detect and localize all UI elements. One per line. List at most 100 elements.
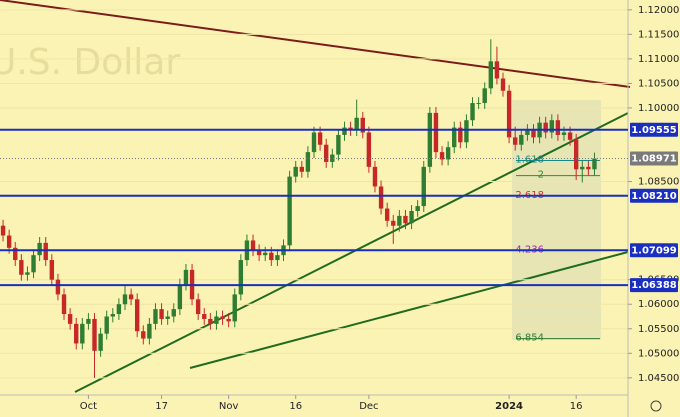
candle-body (561, 132, 567, 135)
y-tick-label: 1.10000 (638, 103, 679, 114)
candle-body (122, 294, 128, 305)
candle-body (470, 103, 475, 121)
candle-body (500, 78, 506, 91)
trend-line (189, 251, 629, 369)
candle-body (86, 318, 91, 324)
candle-body (128, 294, 134, 300)
candle-body (391, 220, 396, 226)
candle-body (531, 130, 536, 138)
candle-body (372, 166, 378, 187)
candle-body (147, 323, 152, 339)
candle-body (256, 250, 262, 256)
candle-body (49, 260, 55, 280)
candle-body (555, 120, 561, 135)
candle-body (293, 166, 298, 177)
x-tick-label: 16 (289, 401, 302, 412)
x-tick-label: Nov (219, 401, 239, 412)
candle-body (409, 210, 414, 224)
x-tick-label: 2024 (495, 401, 523, 412)
candle-body (317, 132, 323, 145)
fib-zone (512, 100, 601, 340)
x-tick-label: 17 (155, 401, 168, 412)
x-tick-label: Oct (80, 401, 97, 412)
candle-body (513, 137, 518, 145)
candle-body (433, 112, 439, 153)
y-tick-label: 1.11000 (638, 54, 679, 65)
candle-body (208, 318, 213, 324)
y-tick-label: 1.12000 (638, 5, 679, 16)
candle-body (6, 235, 12, 248)
candle-body (269, 252, 274, 261)
candle-body (567, 132, 573, 140)
candle-body (98, 333, 103, 351)
candle-body (464, 120, 469, 143)
candle-body (354, 117, 359, 131)
candle-body (43, 242, 48, 261)
candle-body (232, 294, 237, 322)
candle-body (330, 154, 335, 162)
fib-label: 1.618 (515, 154, 544, 165)
candle-body (141, 331, 146, 339)
candle-body (458, 127, 463, 143)
candle-body (110, 314, 115, 317)
candle-body (543, 122, 548, 133)
candle-body (586, 166, 591, 170)
trend-line (74, 112, 629, 393)
candle-body (195, 299, 201, 315)
candle-body (549, 120, 554, 133)
candle-body (488, 61, 494, 89)
last-price-box (630, 151, 678, 166)
candle-body (452, 127, 457, 148)
price-line-label: 1.06388 (631, 280, 677, 291)
candle-body (494, 61, 500, 79)
candle-body (525, 130, 530, 135)
candle-body (0, 225, 6, 236)
candle-body (67, 314, 73, 324)
candle-body (592, 158, 597, 170)
price-line-label: 1.07099 (631, 245, 677, 256)
candle-body (323, 144, 329, 162)
price-line-label: 1.09555 (631, 125, 677, 136)
candle-body (116, 304, 122, 315)
candle-body (421, 166, 426, 207)
y-tick-label: 1.11500 (638, 29, 679, 40)
candle-body (104, 316, 109, 334)
candle-body (519, 134, 524, 145)
candle-body (299, 166, 305, 172)
y-tick-label: 1.05000 (638, 348, 679, 359)
candle-body (220, 316, 225, 319)
x-tick-label: Dec (359, 401, 378, 412)
candle-body (427, 112, 433, 167)
candle-body (25, 272, 30, 275)
settings-icon[interactable] (650, 400, 662, 412)
candle-body (214, 316, 219, 324)
last-price-label: 1.08971 (631, 153, 677, 164)
candle-body (482, 88, 487, 104)
candle-body (366, 132, 372, 167)
candle-body (19, 260, 24, 275)
candle-body (580, 166, 585, 170)
y-tick-label: 1.05500 (638, 324, 679, 335)
fib-label: 6.854 (515, 333, 544, 344)
candle-body (31, 255, 36, 273)
candle-body (250, 240, 256, 251)
watermark: U.S. Dollar (0, 42, 180, 83)
price-line-box (630, 243, 678, 258)
candle-body (415, 206, 420, 211)
candle-body (336, 134, 341, 155)
trend-line (0, 0, 631, 88)
candle-body (439, 152, 445, 160)
candle-body (177, 284, 183, 310)
price-line-box (630, 278, 678, 293)
candle-body (74, 323, 79, 344)
candle-body (360, 117, 365, 133)
candle-body (573, 139, 579, 170)
candle-body (506, 90, 512, 138)
candle-body (397, 215, 402, 226)
candle-body (37, 242, 42, 256)
candle-body (287, 176, 292, 246)
price-line-box (630, 188, 678, 203)
y-tick-label: 1.10500 (638, 78, 679, 89)
drawings (0, 0, 631, 393)
